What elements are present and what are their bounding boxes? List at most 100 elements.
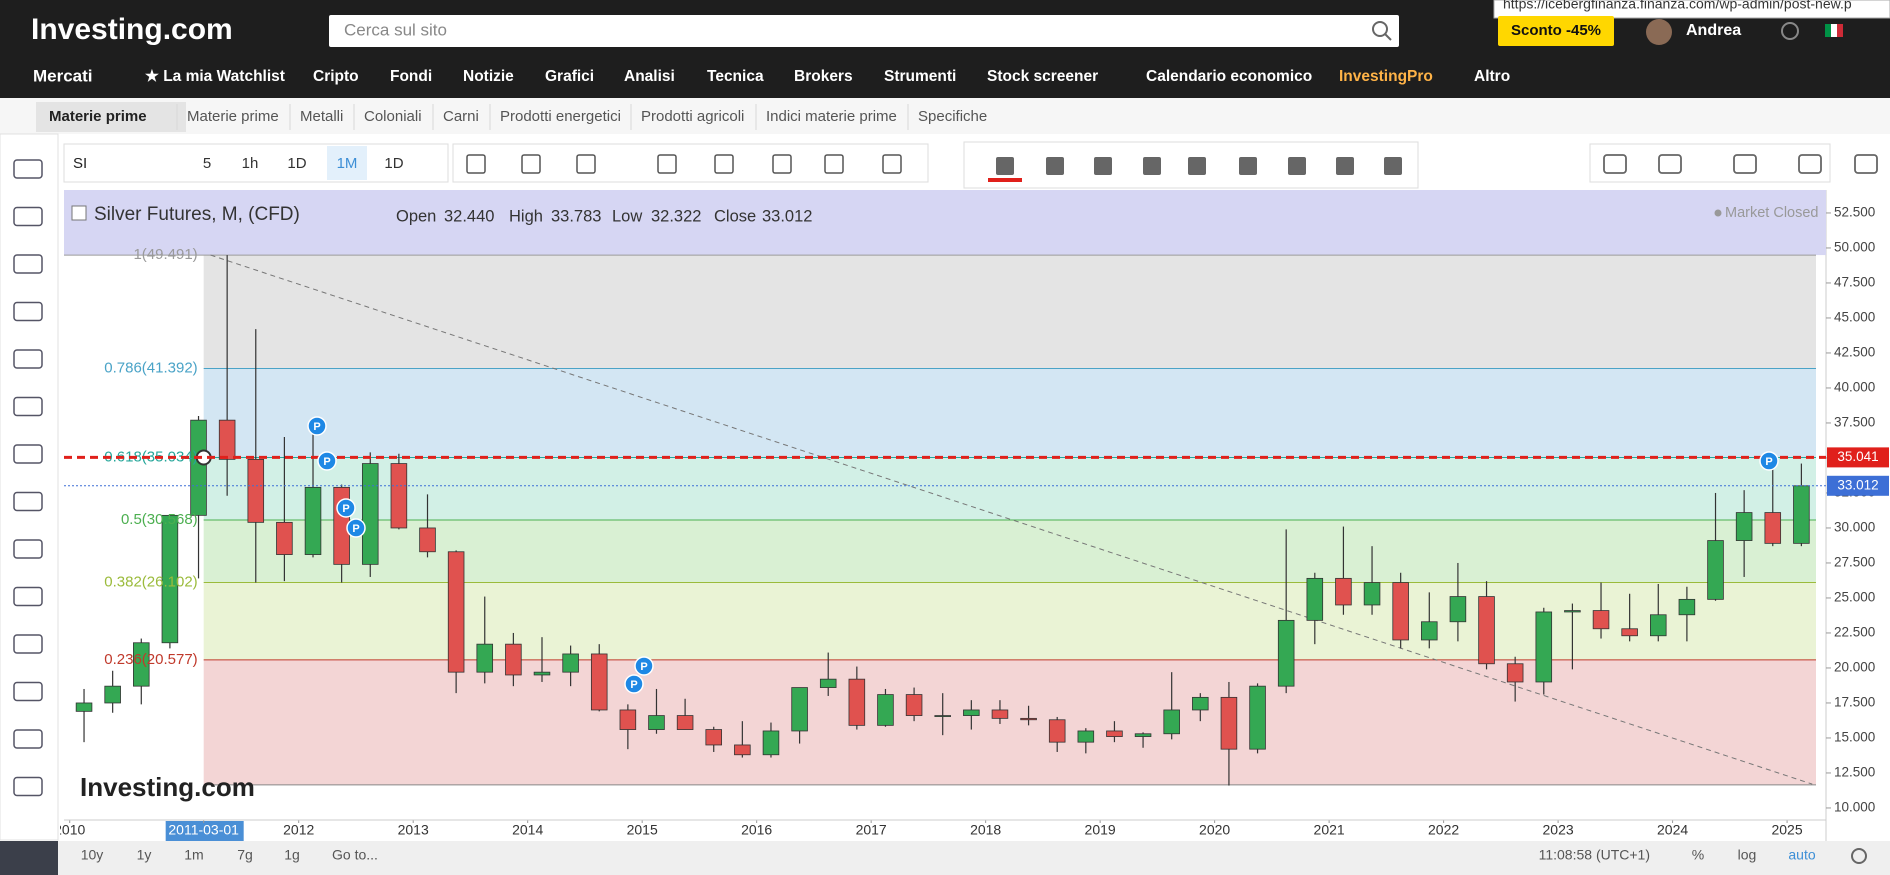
right-tool-icon[interactable] <box>1603 154 1627 174</box>
range-button[interactable]: 7g <box>237 847 253 863</box>
left-tool-icon[interactable] <box>13 539 43 559</box>
nav-item[interactable]: Altro <box>1474 68 1510 85</box>
event-marker[interactable] <box>317 451 337 471</box>
scale-option[interactable]: log <box>1738 847 1757 863</box>
tool-icon[interactable] <box>657 154 677 174</box>
tool-icon[interactable] <box>772 154 792 174</box>
settings-icon[interactable] <box>1851 848 1867 864</box>
nav-item[interactable]: Calendario economico <box>1146 68 1312 85</box>
nav-item[interactable]: Mercati <box>33 66 93 85</box>
subnav-item[interactable]: Materie prime <box>187 108 279 125</box>
subnav-item[interactable]: Metalli <box>300 108 343 125</box>
range-button[interactable]: 1m <box>184 847 203 863</box>
range-button[interactable]: 10y <box>81 847 104 863</box>
left-tool-icon[interactable] <box>13 349 43 369</box>
left-tool-icon[interactable] <box>13 206 43 227</box>
subnav-item[interactable]: Specifiche <box>918 108 987 125</box>
left-tool-icon[interactable] <box>13 776 43 797</box>
right-tool-icon[interactable] <box>1658 154 1682 174</box>
left-tool-icon[interactable] <box>13 159 43 179</box>
subnav-item[interactable]: Coloniali <box>364 108 422 125</box>
tool-icon[interactable] <box>824 154 844 174</box>
event-marker[interactable] <box>1759 451 1779 471</box>
nav-item[interactable]: Grafici <box>545 68 594 85</box>
event-marker[interactable] <box>624 674 644 694</box>
draw-tool-icon[interactable] <box>1384 157 1402 175</box>
avatar[interactable] <box>1646 19 1672 45</box>
user-name[interactable]: Andrea <box>1686 22 1741 39</box>
left-tool-icon[interactable] <box>13 301 43 322</box>
draw-tool-icon[interactable] <box>1143 157 1161 175</box>
tool-icon[interactable] <box>714 154 734 174</box>
symbol[interactable]: SI <box>73 155 87 172</box>
subnav-item[interactable]: Prodotti agricoli <box>641 108 744 125</box>
interval[interactable]: 5 <box>203 155 211 172</box>
draw-tool-icon[interactable] <box>1288 157 1306 175</box>
promo-button[interactable] <box>1498 16 1614 46</box>
nav-item[interactable]: Tecnica <box>707 68 764 85</box>
right-tools <box>1589 143 1831 183</box>
draw-tool-icon[interactable] <box>1336 157 1354 175</box>
x-tick-label: 2011-03-01 <box>168 822 239 838</box>
fib-band <box>203 457 1816 521</box>
interval[interactable]: 1M <box>337 155 358 172</box>
right-tool-icon[interactable] <box>1798 154 1822 174</box>
nav-item[interactable]: InvestingPro <box>1339 68 1433 85</box>
collapse-button[interactable] <box>0 841 58 875</box>
left-tool-icon[interactable] <box>13 444 43 464</box>
goto-button[interactable]: Go to... <box>332 847 378 863</box>
draw-tool-icon[interactable] <box>1046 157 1064 175</box>
logo[interactable]: Investing.com <box>31 13 233 46</box>
tool-icon[interactable] <box>466 154 486 174</box>
left-tool-icon[interactable] <box>13 634 43 654</box>
candle-body <box>1735 512 1753 541</box>
subnav-item[interactable]: Indici materie prime <box>766 108 897 125</box>
candle-body <box>905 694 923 716</box>
interval[interactable]: 1D <box>384 155 403 172</box>
legend-toggle[interactable] <box>71 205 87 221</box>
subnav-item[interactable]: Materie prime <box>49 108 147 125</box>
nav-item[interactable]: Notizie <box>463 68 514 85</box>
event-marker[interactable] <box>307 416 327 436</box>
nav-item[interactable]: ★ La mia Watchlist <box>145 68 285 85</box>
interval[interactable]: 1h <box>242 155 259 172</box>
tool-icon[interactable] <box>882 154 902 174</box>
left-tool-icon[interactable] <box>13 254 43 274</box>
scale-option[interactable]: % <box>1692 847 1704 863</box>
tool-icon[interactable] <box>521 154 541 174</box>
event-marker[interactable] <box>336 498 356 518</box>
event-marker[interactable] <box>634 656 654 676</box>
tool-icon[interactable] <box>576 154 596 174</box>
scale-option[interactable]: auto <box>1788 847 1815 863</box>
left-tool-icon[interactable] <box>13 396 43 417</box>
nav-item[interactable]: Fondi <box>390 68 432 85</box>
draw-tool-icon[interactable] <box>1094 157 1112 175</box>
clock-icon[interactable] <box>1781 22 1799 40</box>
promo[interactable]: Sconto -45% <box>1511 22 1601 39</box>
candle-body <box>1592 610 1610 630</box>
nav-item[interactable]: Stock screener <box>987 68 1098 85</box>
draw-tool-icon[interactable] <box>1188 157 1206 175</box>
nav-item[interactable]: Brokers <box>794 68 853 85</box>
left-tool-icon[interactable] <box>13 681 43 702</box>
range-button[interactable]: 1y <box>137 847 152 863</box>
nav-item[interactable]: Strumenti <box>884 68 956 85</box>
subnav-active[interactable] <box>36 102 186 132</box>
right-tool-icon[interactable] <box>1733 154 1757 174</box>
left-tool-icon[interactable] <box>13 586 43 607</box>
nav-item[interactable]: Analisi <box>624 68 675 85</box>
left-tool-icon[interactable] <box>13 491 43 512</box>
range-button[interactable]: 1g <box>284 847 300 863</box>
event-marker[interactable] <box>346 518 366 538</box>
draw-tool-icon[interactable] <box>1239 157 1257 175</box>
right-tool-icon[interactable] <box>1854 154 1878 174</box>
trendline <box>210 254 1813 785</box>
interval[interactable]: 1D <box>287 155 306 172</box>
subnav-item[interactable]: Carni <box>443 108 479 125</box>
subnav-item[interactable]: Prodotti energetici <box>500 108 621 125</box>
nav-item[interactable]: Cripto <box>313 68 359 85</box>
search-box[interactable] <box>329 15 1399 47</box>
search-icon[interactable] <box>1372 21 1388 37</box>
left-tool-icon[interactable] <box>13 729 43 749</box>
draw-tool-icon[interactable] <box>996 157 1014 175</box>
